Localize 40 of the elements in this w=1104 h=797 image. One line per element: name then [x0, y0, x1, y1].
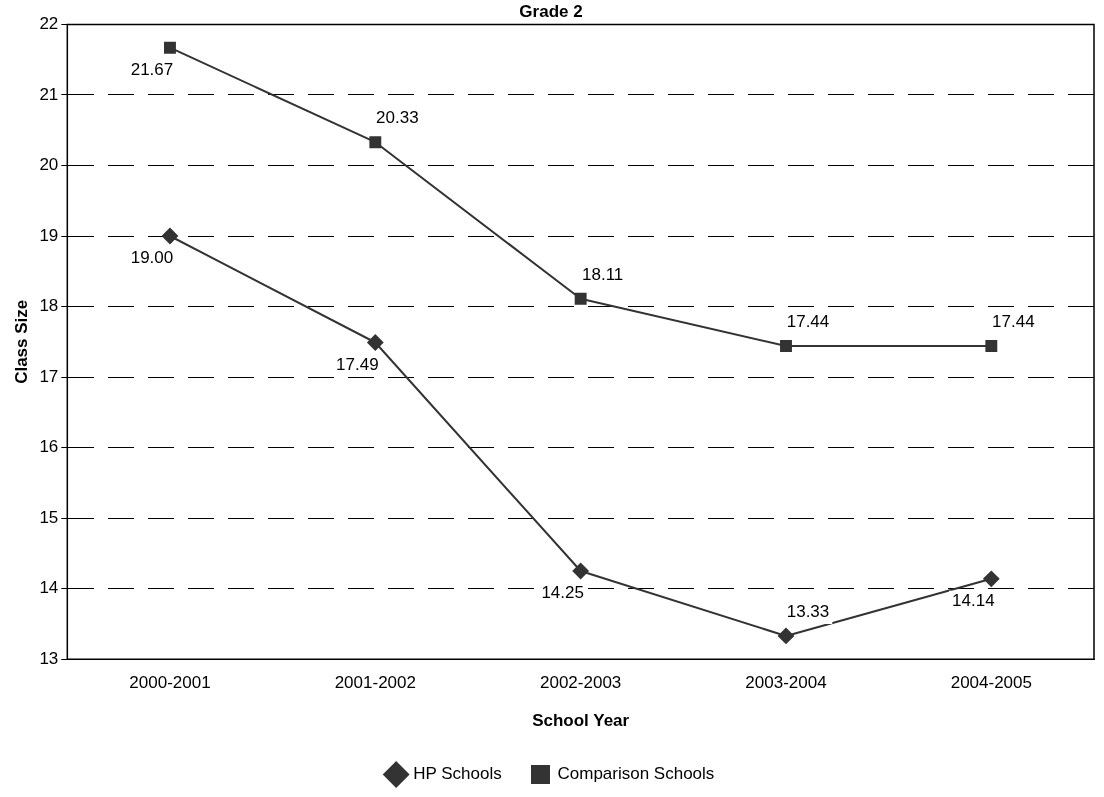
y-tick-label: 19: [39, 225, 59, 245]
point: [367, 334, 384, 351]
y-tick-label: 14: [39, 578, 59, 598]
x-tick-label: 2002-2003: [540, 673, 622, 693]
data-label: 14.14: [952, 590, 995, 610]
y-tick-label: 21: [39, 84, 59, 104]
point: [574, 292, 587, 305]
point: [780, 340, 792, 352]
y-tick-label: 17: [39, 366, 59, 386]
data-label: 14.25: [541, 583, 584, 603]
data-label: 17.44: [786, 312, 830, 332]
point: [983, 570, 1000, 587]
x-tick-label: 2003-2004: [745, 673, 827, 693]
legend-label: Comparison Schools: [557, 764, 715, 784]
point: [985, 340, 998, 352]
point: [164, 41, 176, 54]
y-tick-label: 13: [39, 648, 59, 668]
point: [161, 228, 178, 244]
data-label: 17.49: [336, 354, 379, 374]
x-tick-label: 2001-2002: [334, 673, 416, 693]
point: [572, 563, 589, 580]
y-tick-label: 18: [39, 296, 59, 316]
x-tick-label: 2004-2005: [950, 673, 1032, 693]
data-label: 21.67: [130, 59, 174, 79]
y-tick-label: 15: [39, 507, 59, 527]
data-label: 19.00: [130, 248, 174, 268]
data-label: 18.11: [582, 264, 624, 284]
data-label: 20.33: [376, 108, 419, 128]
y-tick-label: 20: [39, 155, 59, 175]
y-tick-label: 22: [39, 14, 59, 34]
point: [369, 136, 382, 149]
y-axis-title: Class Size: [11, 299, 31, 384]
y-tick-label: 16: [39, 437, 59, 457]
data-label: 13.33: [786, 602, 830, 622]
x-tick-label: 2000-2001: [129, 673, 211, 693]
x-axis-title: School Year: [532, 711, 630, 731]
data-label: 17.44: [992, 312, 1035, 332]
point: [777, 627, 794, 644]
legend-label: HP Schools: [413, 764, 502, 784]
chart-title: Grade 2: [519, 1, 583, 21]
